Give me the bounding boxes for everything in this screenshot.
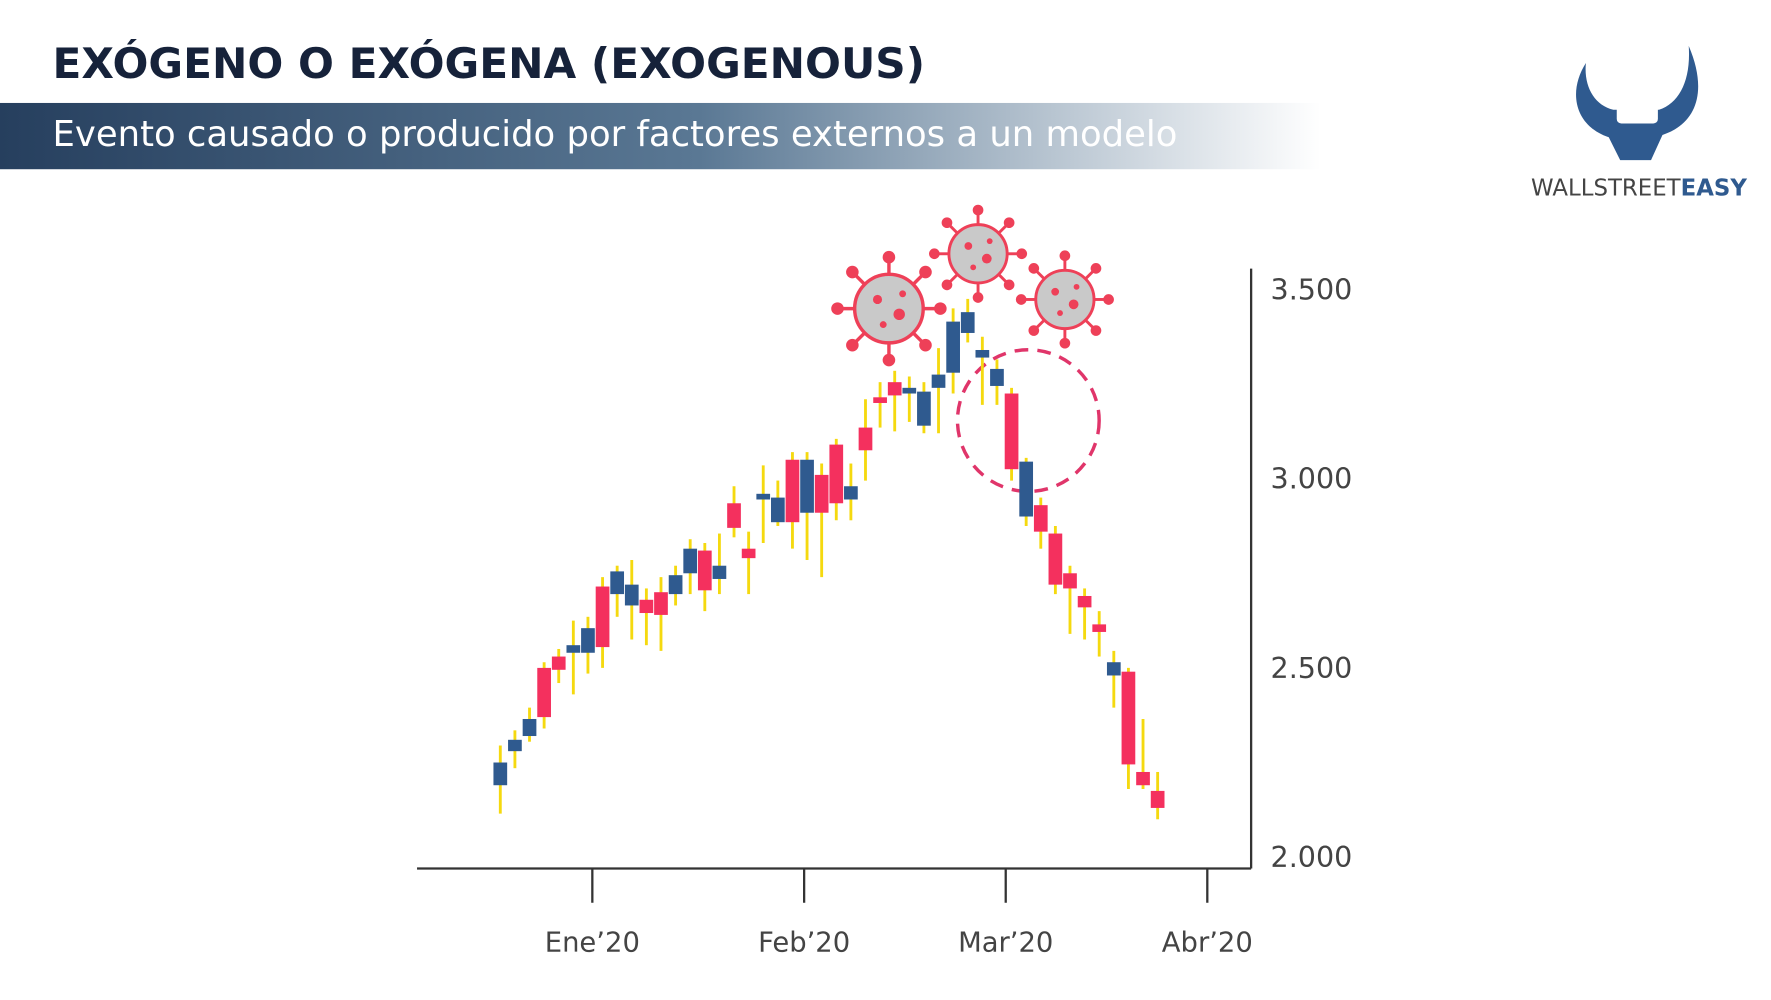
- candle-body: [814, 474, 829, 513]
- candle-body: [975, 349, 990, 358]
- candle-body: [1092, 624, 1107, 632]
- plot: 2.000 2.500 3.000 3.500 Ene’20 Feb’20 Mar’20 Ab…: [493, 272, 1352, 958]
- x-tick-label: Feb’20: [758, 927, 850, 958]
- y-tick-label: 2.000: [1271, 840, 1353, 874]
- candle-body: [581, 628, 595, 653]
- virus-icon: [1015, 250, 1114, 349]
- candle-body: [990, 368, 1004, 386]
- candle-body: [800, 459, 814, 513]
- chart-subtitle: Evento causado o producido por factores …: [53, 114, 1178, 155]
- y-tick-label: 3.500: [1271, 272, 1353, 306]
- candle-body: [508, 739, 522, 752]
- candle-body: [566, 645, 581, 653]
- candle-body: [624, 584, 639, 606]
- candle-body: [1004, 393, 1019, 470]
- highlight-circle: [955, 348, 1101, 494]
- candle-body: [697, 550, 712, 591]
- x-tick-label: Ene’20: [545, 927, 640, 958]
- candle-body: [873, 397, 887, 403]
- candle-body: [858, 427, 873, 451]
- subtitle-band: [0, 102, 1554, 170]
- candle-body: [844, 486, 858, 500]
- candle-body: [639, 599, 654, 614]
- candle-body: [668, 575, 683, 595]
- candle-body: [829, 444, 844, 504]
- candle-body: [1077, 595, 1092, 608]
- candle-body: [946, 321, 960, 373]
- candle-body: [595, 586, 610, 648]
- candle-body: [1033, 505, 1048, 532]
- candle-body: [917, 391, 931, 426]
- chart-title: EXÓGENO O EXÓGENA (EXOGENOUS): [53, 38, 926, 88]
- candle-body: [727, 503, 741, 528]
- logo-text: EASY: [1681, 175, 1748, 201]
- candle-body: [683, 548, 698, 574]
- virus-icon: [929, 204, 1028, 303]
- candle-body: [551, 656, 566, 670]
- candle-body: [960, 312, 975, 333]
- logo-text: WALLSTREET: [1531, 175, 1682, 201]
- candle-body: [770, 497, 785, 523]
- candle-body: [931, 374, 946, 388]
- candle-body: [1121, 671, 1136, 765]
- candle-body: [785, 459, 800, 523]
- candle-body: [493, 762, 508, 786]
- candle-body: [1106, 662, 1121, 676]
- candle-body: [741, 548, 756, 559]
- y-tick-label: 2.500: [1271, 651, 1353, 685]
- candle-body: [1150, 790, 1165, 808]
- candle-body: [887, 382, 902, 396]
- logo: WALLSTREETEASY: [1531, 45, 1747, 201]
- candle-body: [902, 387, 917, 394]
- candle-body: [756, 493, 771, 500]
- candle-body: [537, 667, 551, 718]
- candle-body: [1063, 573, 1077, 589]
- candle-body: [610, 571, 625, 595]
- candle-body: [522, 718, 537, 737]
- x-tick-label: Abr’20: [1162, 927, 1253, 958]
- virus-icon: [831, 250, 947, 367]
- svg-text:WALLSTREETEASY: WALLSTREETEASY: [1531, 175, 1747, 201]
- candle-body: [712, 565, 727, 579]
- x-tick-label: Mar’20: [958, 927, 1053, 958]
- y-tick-label: 3.000: [1271, 462, 1353, 496]
- candle-body: [1136, 771, 1150, 786]
- candle-body: [654, 592, 668, 615]
- candle-body: [1019, 461, 1034, 517]
- candle-body: [1048, 533, 1063, 585]
